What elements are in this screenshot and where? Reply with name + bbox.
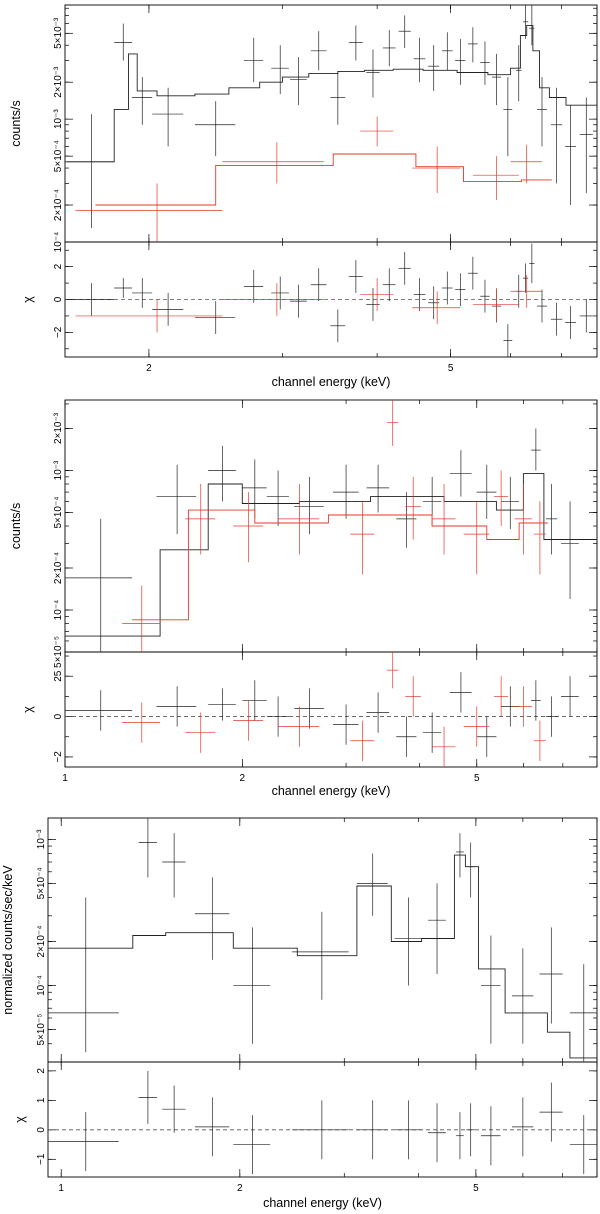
- y-axis-title: normalized counts/sec/keV: [1, 865, 15, 1015]
- residual-tick-label: 1: [36, 1097, 47, 1103]
- x-tick-label: 1: [62, 773, 68, 784]
- x-axis-title: channel energy (keV): [272, 375, 391, 389]
- chart-panel-3: 1 2 5 5×10⁻⁵ 10⁻⁴ 2×10⁻⁴ 5×10⁻⁴ 10⁻³ −1 0 1 2 normal…: [1, 817, 598, 1210]
- x-tick-label: 2: [237, 1183, 243, 1194]
- main-plot-frame: [64, 399, 598, 653]
- y-axis-title: counts/s: [9, 503, 23, 550]
- y-tick-label: 2×10⁻⁴: [36, 925, 47, 957]
- series-black: [48, 818, 597, 1175]
- series-red: [122, 400, 548, 767]
- y-tick-label: 10⁻⁴: [53, 232, 64, 253]
- series-black: [65, 428, 597, 757]
- residual-tick-label: 25: [53, 670, 64, 682]
- y-tick-label: 2×10⁻⁴: [53, 189, 64, 221]
- x-tick-label: 5: [448, 363, 454, 374]
- y-tick-label: 2×10⁻³: [53, 412, 64, 444]
- residual-tick-label: 0: [53, 296, 64, 302]
- y-tick-label: 10⁻⁴: [53, 600, 64, 621]
- y-tick-label: 5×10⁻⁴: [53, 496, 64, 528]
- series-red: [75, 116, 552, 333]
- residual-plot-frame: [47, 1061, 598, 1178]
- x-tick-label: 5: [473, 1183, 479, 1194]
- y-tick-label: 5×10⁻⁴: [36, 867, 47, 899]
- model-line-red: [132, 509, 548, 621]
- residual-axis-title: χ: [21, 296, 35, 303]
- x-tick-label: 5: [474, 773, 480, 784]
- residual-tick-label: −1: [36, 1153, 47, 1165]
- x-tick-label: 1: [58, 1183, 64, 1194]
- x-tick-label: 2: [240, 773, 246, 784]
- residual-plot-frame: [64, 651, 598, 768]
- y-axis-title: counts/s: [9, 100, 23, 147]
- residual-tick-label: 2: [53, 263, 64, 269]
- main-plot-frame: [64, 4, 598, 243]
- residual-tick-label: 2: [36, 1068, 47, 1074]
- y-tick-label: 10⁻³: [53, 460, 64, 480]
- y-tick-label: 2×10⁻⁴: [53, 552, 64, 584]
- chart-panel-2: 1 2 55×10⁻⁵10⁻⁴2×10⁻⁴5×10⁻⁴10⁻³2×10⁻³−2025…: [9, 399, 598, 798]
- residual-tick-label: 0: [36, 1127, 47, 1133]
- y-tick-label: 5×10⁻⁴: [53, 140, 64, 172]
- residual-tick-label: −2: [53, 326, 64, 338]
- x-axis-title: channel energy (keV): [263, 1196, 382, 1210]
- residual-tick-label: 0: [53, 713, 64, 719]
- x-tick-label: 2: [146, 363, 152, 374]
- main-plot-frame: [47, 817, 598, 1063]
- model-line-red: [95, 153, 552, 206]
- y-tick-label: 5×10⁻⁵: [36, 1014, 47, 1046]
- y-tick-label: 5×10⁻³: [53, 17, 64, 49]
- model-line-black: [65, 24, 597, 163]
- y-tick-label: 5×10⁻⁵: [53, 636, 64, 668]
- residual-axis-title: χ: [21, 706, 35, 713]
- y-tick-label: 10⁻⁴: [36, 975, 47, 996]
- model-line-black: [48, 854, 597, 1059]
- residual-axis-title: χ: [13, 1116, 27, 1123]
- y-tick-label: 2×10⁻³: [53, 66, 64, 98]
- residual-tick-label: −2: [53, 751, 64, 763]
- y-tick-label: 10⁻³: [36, 829, 47, 849]
- y-tick-label: 10⁻³: [53, 109, 64, 129]
- series-black: [65, 5, 597, 357]
- x-axis-title: channel energy (keV): [272, 784, 391, 798]
- model-line-black: [65, 473, 597, 637]
- chart-panel-1: 2 5 10⁻⁴ 2×10⁻⁴ 5×10⁻⁴ 10⁻³ 2×10⁻³ 5×10⁻³ −2 0 2 co…: [9, 4, 598, 389]
